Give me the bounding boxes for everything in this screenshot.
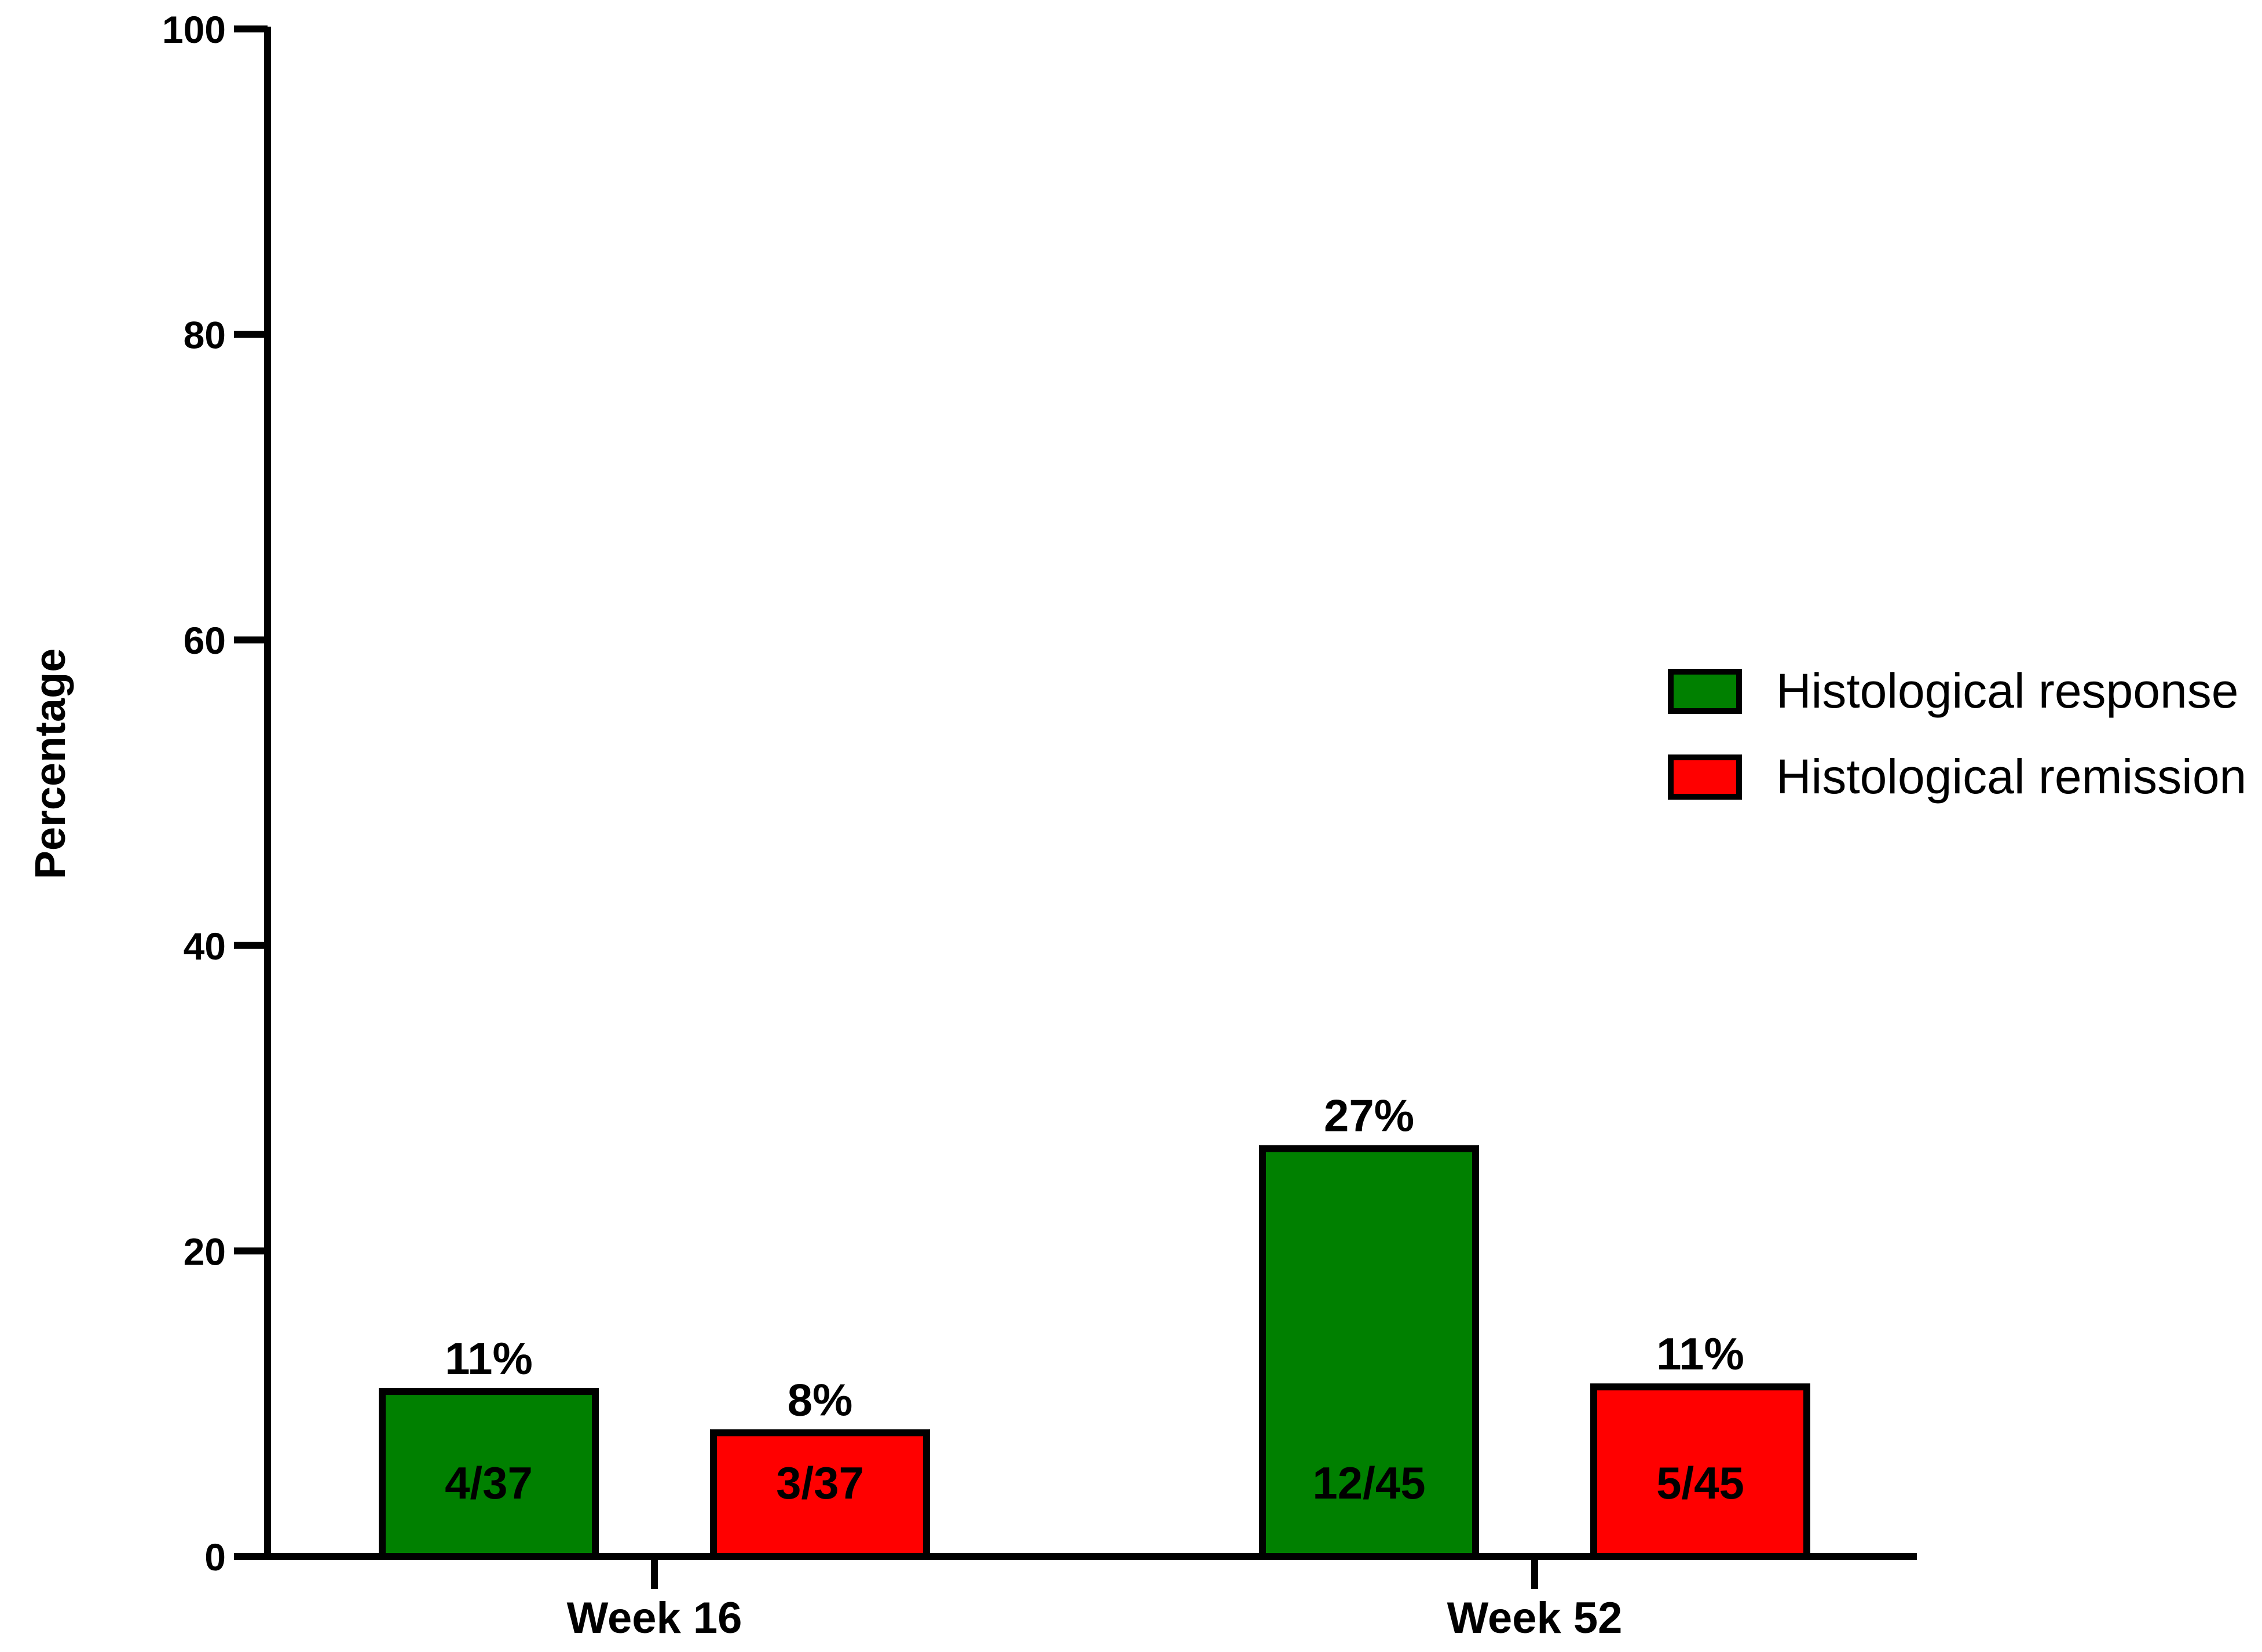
y-tick-label: 80: [184, 314, 226, 357]
bar-fraction-label: 4/37: [445, 1457, 533, 1508]
legend-swatch: [1668, 669, 1742, 714]
y-tick-label: 60: [184, 619, 226, 662]
y-tick-label: 20: [184, 1230, 226, 1273]
y-axis-title: Percentage: [26, 649, 74, 880]
bar-value-label: 11%: [445, 1333, 533, 1384]
legend-label: Histological response: [1776, 664, 2238, 718]
y-tick-label: 0: [204, 1536, 226, 1578]
bar-response: [379, 1388, 599, 1560]
bar-fraction-label: 3/37: [776, 1457, 864, 1508]
chart-bars: 11% 4/37 27% 12/45 8% 3/37 11% 5/45: [379, 1090, 1810, 1561]
bar-remission: [1590, 1383, 1810, 1560]
legend-label: Histological remission: [1776, 749, 2246, 804]
chart-legend: Histological response Histological remiss…: [1668, 664, 2246, 804]
bar-response: [1259, 1145, 1479, 1561]
x-tick-label: Week 52: [1447, 1594, 1623, 1643]
legend-swatch: [1668, 754, 1742, 800]
bar-fraction-label: 12/45: [1312, 1457, 1425, 1508]
bar-value-label: 27%: [1324, 1090, 1414, 1141]
y-tick-label: 40: [184, 925, 226, 968]
y-tick-label: 100: [162, 8, 226, 51]
bar-fraction-label: 5/45: [1656, 1457, 1744, 1508]
bar-value-label: 11%: [1656, 1328, 1744, 1379]
x-tick-label: Week 16: [567, 1594, 742, 1643]
bar-remission: [710, 1429, 930, 1561]
bar-value-label: 8%: [788, 1374, 853, 1425]
